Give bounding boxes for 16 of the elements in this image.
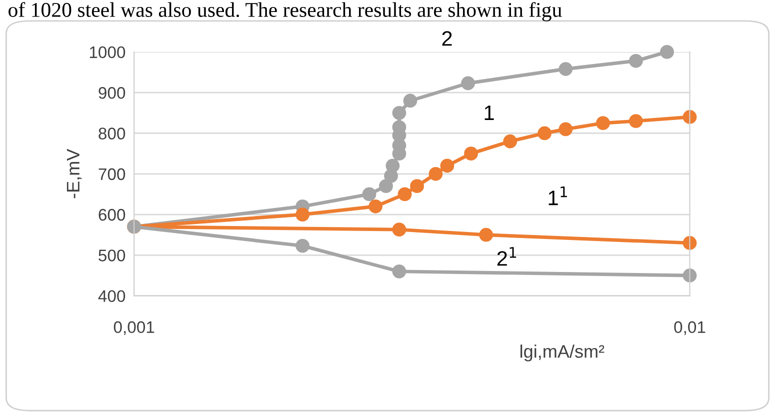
x-axis-title: lgi,mA/sm² (520, 344, 604, 362)
series-label: 2 (442, 31, 452, 46)
series-label: 1$^{1}$ (548, 186, 567, 206)
y-tick-label: 1000 (90, 46, 126, 58)
y-tick-label: 900 (98, 87, 126, 99)
y-axis-title: -E,mV (66, 148, 82, 198)
y-tick-label: 600 (98, 208, 126, 221)
text: of 1020 steel was also used. The research results are shown in figu (8, 2, 562, 22)
y-tick-label: 400 (98, 290, 126, 302)
x-tick-label: 0,01 (674, 321, 706, 336)
y-tick-label: 700 (98, 168, 126, 180)
y-tick-label: 800 (98, 128, 126, 140)
y-tick-label: 500 (98, 250, 126, 262)
x-tick-label: 0,001 (114, 321, 154, 336)
series-label: 1 (484, 106, 494, 120)
series-label: 2$^{1}$ (497, 247, 516, 266)
